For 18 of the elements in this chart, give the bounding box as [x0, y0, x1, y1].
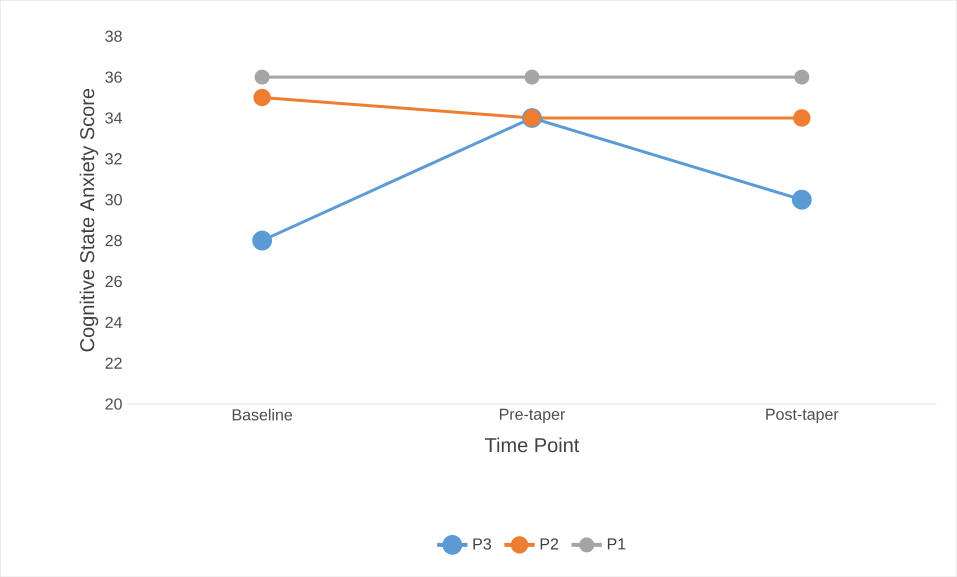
y-tick-label: 22: [105, 358, 122, 369]
y-axis-title: Cognitive State Anxiety Score: [80, 88, 98, 352]
x-tick-label: Baseline: [232, 408, 292, 420]
y-tick-label: 28: [105, 234, 122, 246]
x-tick-label: Post-taper: [766, 408, 838, 423]
y-tick-label: 26: [105, 276, 122, 287]
legend-label: P1: [608, 538, 626, 550]
y-tick-label: 38: [105, 30, 122, 42]
y-tick-label: 30: [105, 194, 122, 206]
x-tick-label: Pre-taper: [500, 408, 566, 423]
legend-label: P3: [473, 538, 491, 550]
y-tick-label: 34: [105, 112, 122, 124]
y-tick-label: 36: [105, 71, 122, 83]
x-axis-title: Time Point: [485, 437, 580, 452]
y-tick-label: 24: [105, 316, 122, 328]
y-tick-label: 32: [105, 153, 122, 164]
legend-label: P2: [540, 538, 558, 550]
y-tick-label: 20: [105, 398, 122, 410]
